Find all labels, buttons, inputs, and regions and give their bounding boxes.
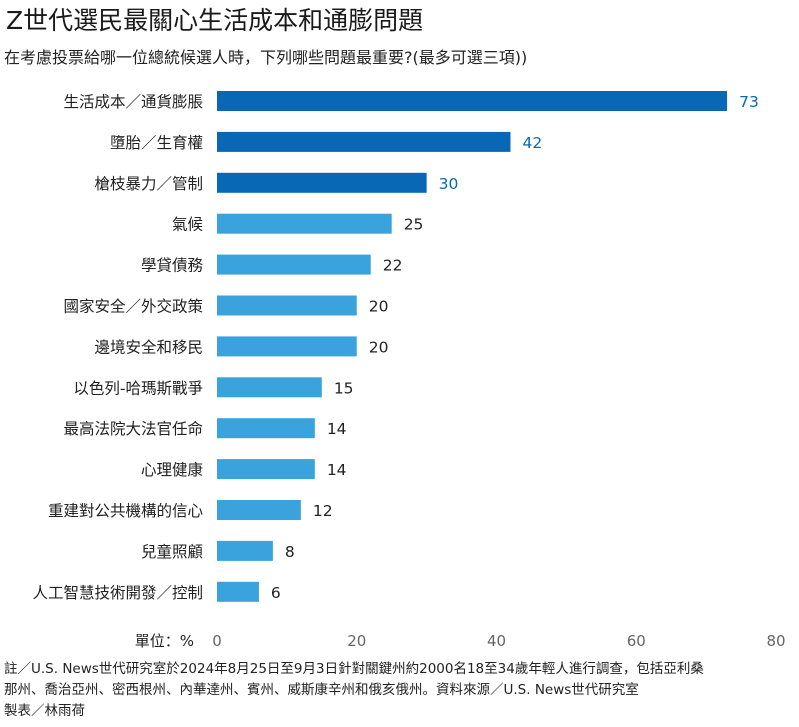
bar (217, 459, 315, 480)
value-label: 14 (327, 420, 347, 438)
category-label: 墮胎／生育權 (110, 134, 203, 152)
bar (217, 295, 357, 316)
bar (217, 336, 357, 357)
value-label: 12 (313, 502, 333, 520)
bar (217, 213, 392, 234)
x-tick-label: 40 (487, 632, 506, 650)
category-label: 氣候 (172, 216, 203, 234)
bar (217, 131, 511, 152)
value-label: 20 (369, 298, 389, 316)
chart-title: Z世代選民最關心生活成本和通膨問題 (6, 6, 424, 35)
category-label: 學貸債務 (141, 256, 204, 275)
category-label: 重建對公共機構的信心 (48, 502, 203, 520)
category-label: 槍枝暴力／管制 (94, 175, 203, 193)
value-label: 73 (739, 93, 759, 111)
bar (217, 500, 301, 520)
bar (217, 254, 371, 275)
unit-label: 單位：% (135, 632, 194, 650)
category-label: 生活成本／通貨膨脹 (63, 93, 203, 111)
category-label: 國家安全／外交政策 (63, 298, 203, 316)
bar (217, 540, 273, 561)
bar (217, 418, 315, 439)
category-label: 邊境安全和移民 (94, 337, 203, 356)
footnote-line-1: 註／U.S. News世代研究室於2024年8月25日至9月3日針對關鍵州約20… (4, 661, 704, 677)
category-label: 兒童照顧 (141, 542, 203, 561)
value-label: 22 (383, 257, 403, 275)
category-label: 以色列-哈瑪斯戰爭 (73, 379, 203, 397)
bar (217, 172, 427, 193)
bar-chart: 生活成本／通貨膨脹 73 墮胎／生育權 42 槍枝暴力／管制 30 氣候 25 學貸債務 22 國家… (32, 91, 786, 650)
footnote-line-2: 那州、喬治亞州、密西根州、內華達州、賓州、威斯康辛州和俄亥俄州。資料來源／U.S… (4, 682, 639, 698)
value-label: 30 (439, 175, 459, 193)
x-tick-label: 60 (627, 632, 646, 650)
footnote: 註／U.S. News世代研究室於2024年8月25日至9月3日針對關鍵州約20… (4, 659, 794, 722)
value-label: 20 (369, 338, 389, 356)
value-label: 25 (404, 216, 424, 234)
value-label: 42 (522, 134, 542, 152)
category-label: 人工智慧技術開發／控制 (32, 584, 203, 602)
category-label: 最高法院大法官任命 (63, 419, 203, 438)
footnote-line-3: 製表／林雨荷 (4, 703, 85, 719)
bar (217, 581, 259, 602)
category-label: 心理健康 (141, 461, 203, 479)
chart-subtitle: 在考慮投票給哪一位總統候選人時，下列哪些問題最重要?(最多可選三項)) (4, 48, 528, 67)
value-label: 14 (327, 461, 347, 479)
x-tick-label: 80 (766, 632, 785, 650)
x-tick-label: 20 (347, 632, 366, 650)
value-label: 8 (285, 543, 295, 561)
value-label: 6 (271, 584, 281, 602)
value-label: 15 (334, 379, 354, 397)
bar (217, 91, 728, 111)
bar (217, 377, 322, 398)
x-tick-label: 0 (212, 632, 222, 650)
